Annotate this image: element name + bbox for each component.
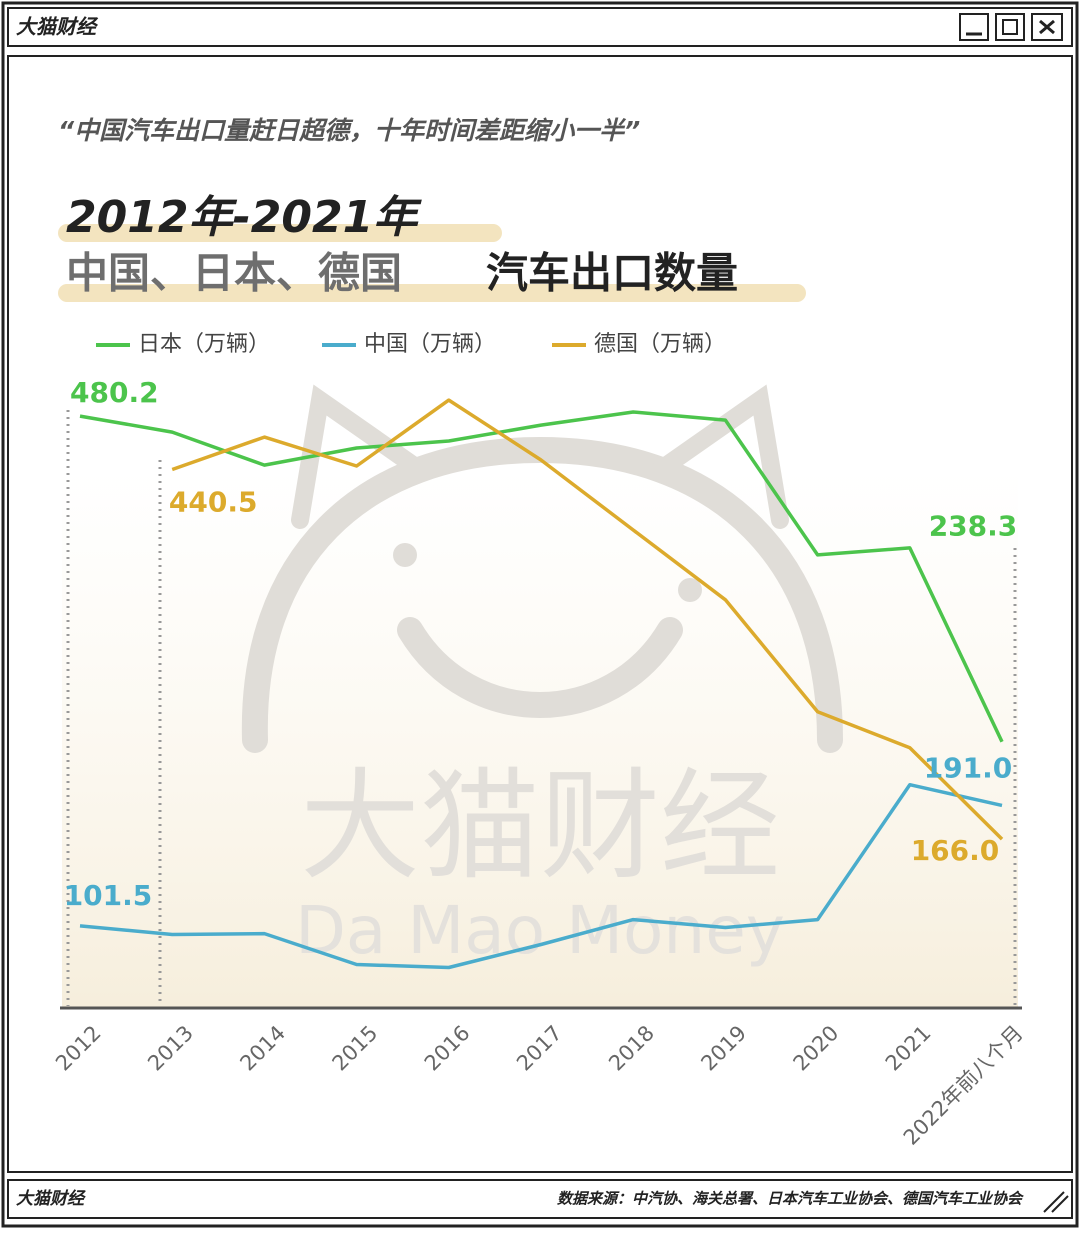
title: 2012年-2021年 bbox=[66, 192, 422, 243]
legend-label: 德国（万辆） bbox=[594, 332, 726, 357]
subtitle: “中国汽车出口量赶日超德，十年时间差距缩小一半” bbox=[58, 116, 640, 145]
footer-brand: 大猫财经 bbox=[16, 1189, 86, 1209]
data-label: 191.0 bbox=[924, 751, 1013, 784]
watermark-text: Da Mao Money bbox=[295, 892, 785, 969]
guide-lines bbox=[66, 410, 1017, 1006]
data-label: 166.0 bbox=[911, 834, 1000, 867]
data-label: 101.5 bbox=[64, 879, 153, 912]
data-label: 238.3 bbox=[929, 510, 1018, 543]
title: 中国、日本、德国 bbox=[66, 249, 402, 298]
series-line bbox=[79, 410, 1004, 743]
footer-bar bbox=[7, 1179, 1073, 1219]
watermark-text: 大猫财经 bbox=[300, 758, 780, 897]
source-note: 数据来源：中汽协、海关总署、日本汽车工业协会、德国汽车工业协会 bbox=[557, 1190, 1024, 1208]
data-label: 440.5 bbox=[169, 486, 258, 519]
series-line bbox=[171, 398, 1004, 841]
resize-grip bbox=[1043, 1191, 1069, 1213]
title: 汽车出口数量 bbox=[486, 249, 738, 298]
plot-background bbox=[62, 470, 1018, 1008]
title-highlight bbox=[58, 224, 502, 242]
title-bar bbox=[7, 7, 1073, 47]
minimize-button[interactable] bbox=[959, 13, 989, 41]
series-line bbox=[79, 782, 1003, 970]
data-label: 480.2 bbox=[70, 376, 159, 409]
legend-label: 中国（万辆） bbox=[364, 332, 496, 357]
legend-label: 日本（万辆） bbox=[138, 332, 270, 357]
window-buttons bbox=[959, 13, 1063, 41]
title-highlight bbox=[58, 284, 806, 302]
window-title: 大猫财经 bbox=[16, 15, 99, 39]
